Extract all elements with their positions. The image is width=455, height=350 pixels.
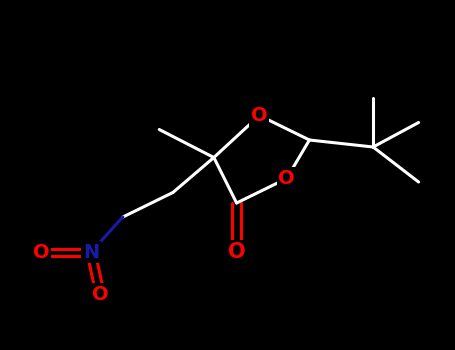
Text: O: O [33,243,49,261]
Text: N: N [83,243,99,261]
Text: O: O [92,285,108,303]
Text: O: O [228,242,245,262]
Text: O: O [278,169,295,188]
Text: O: O [251,106,268,125]
